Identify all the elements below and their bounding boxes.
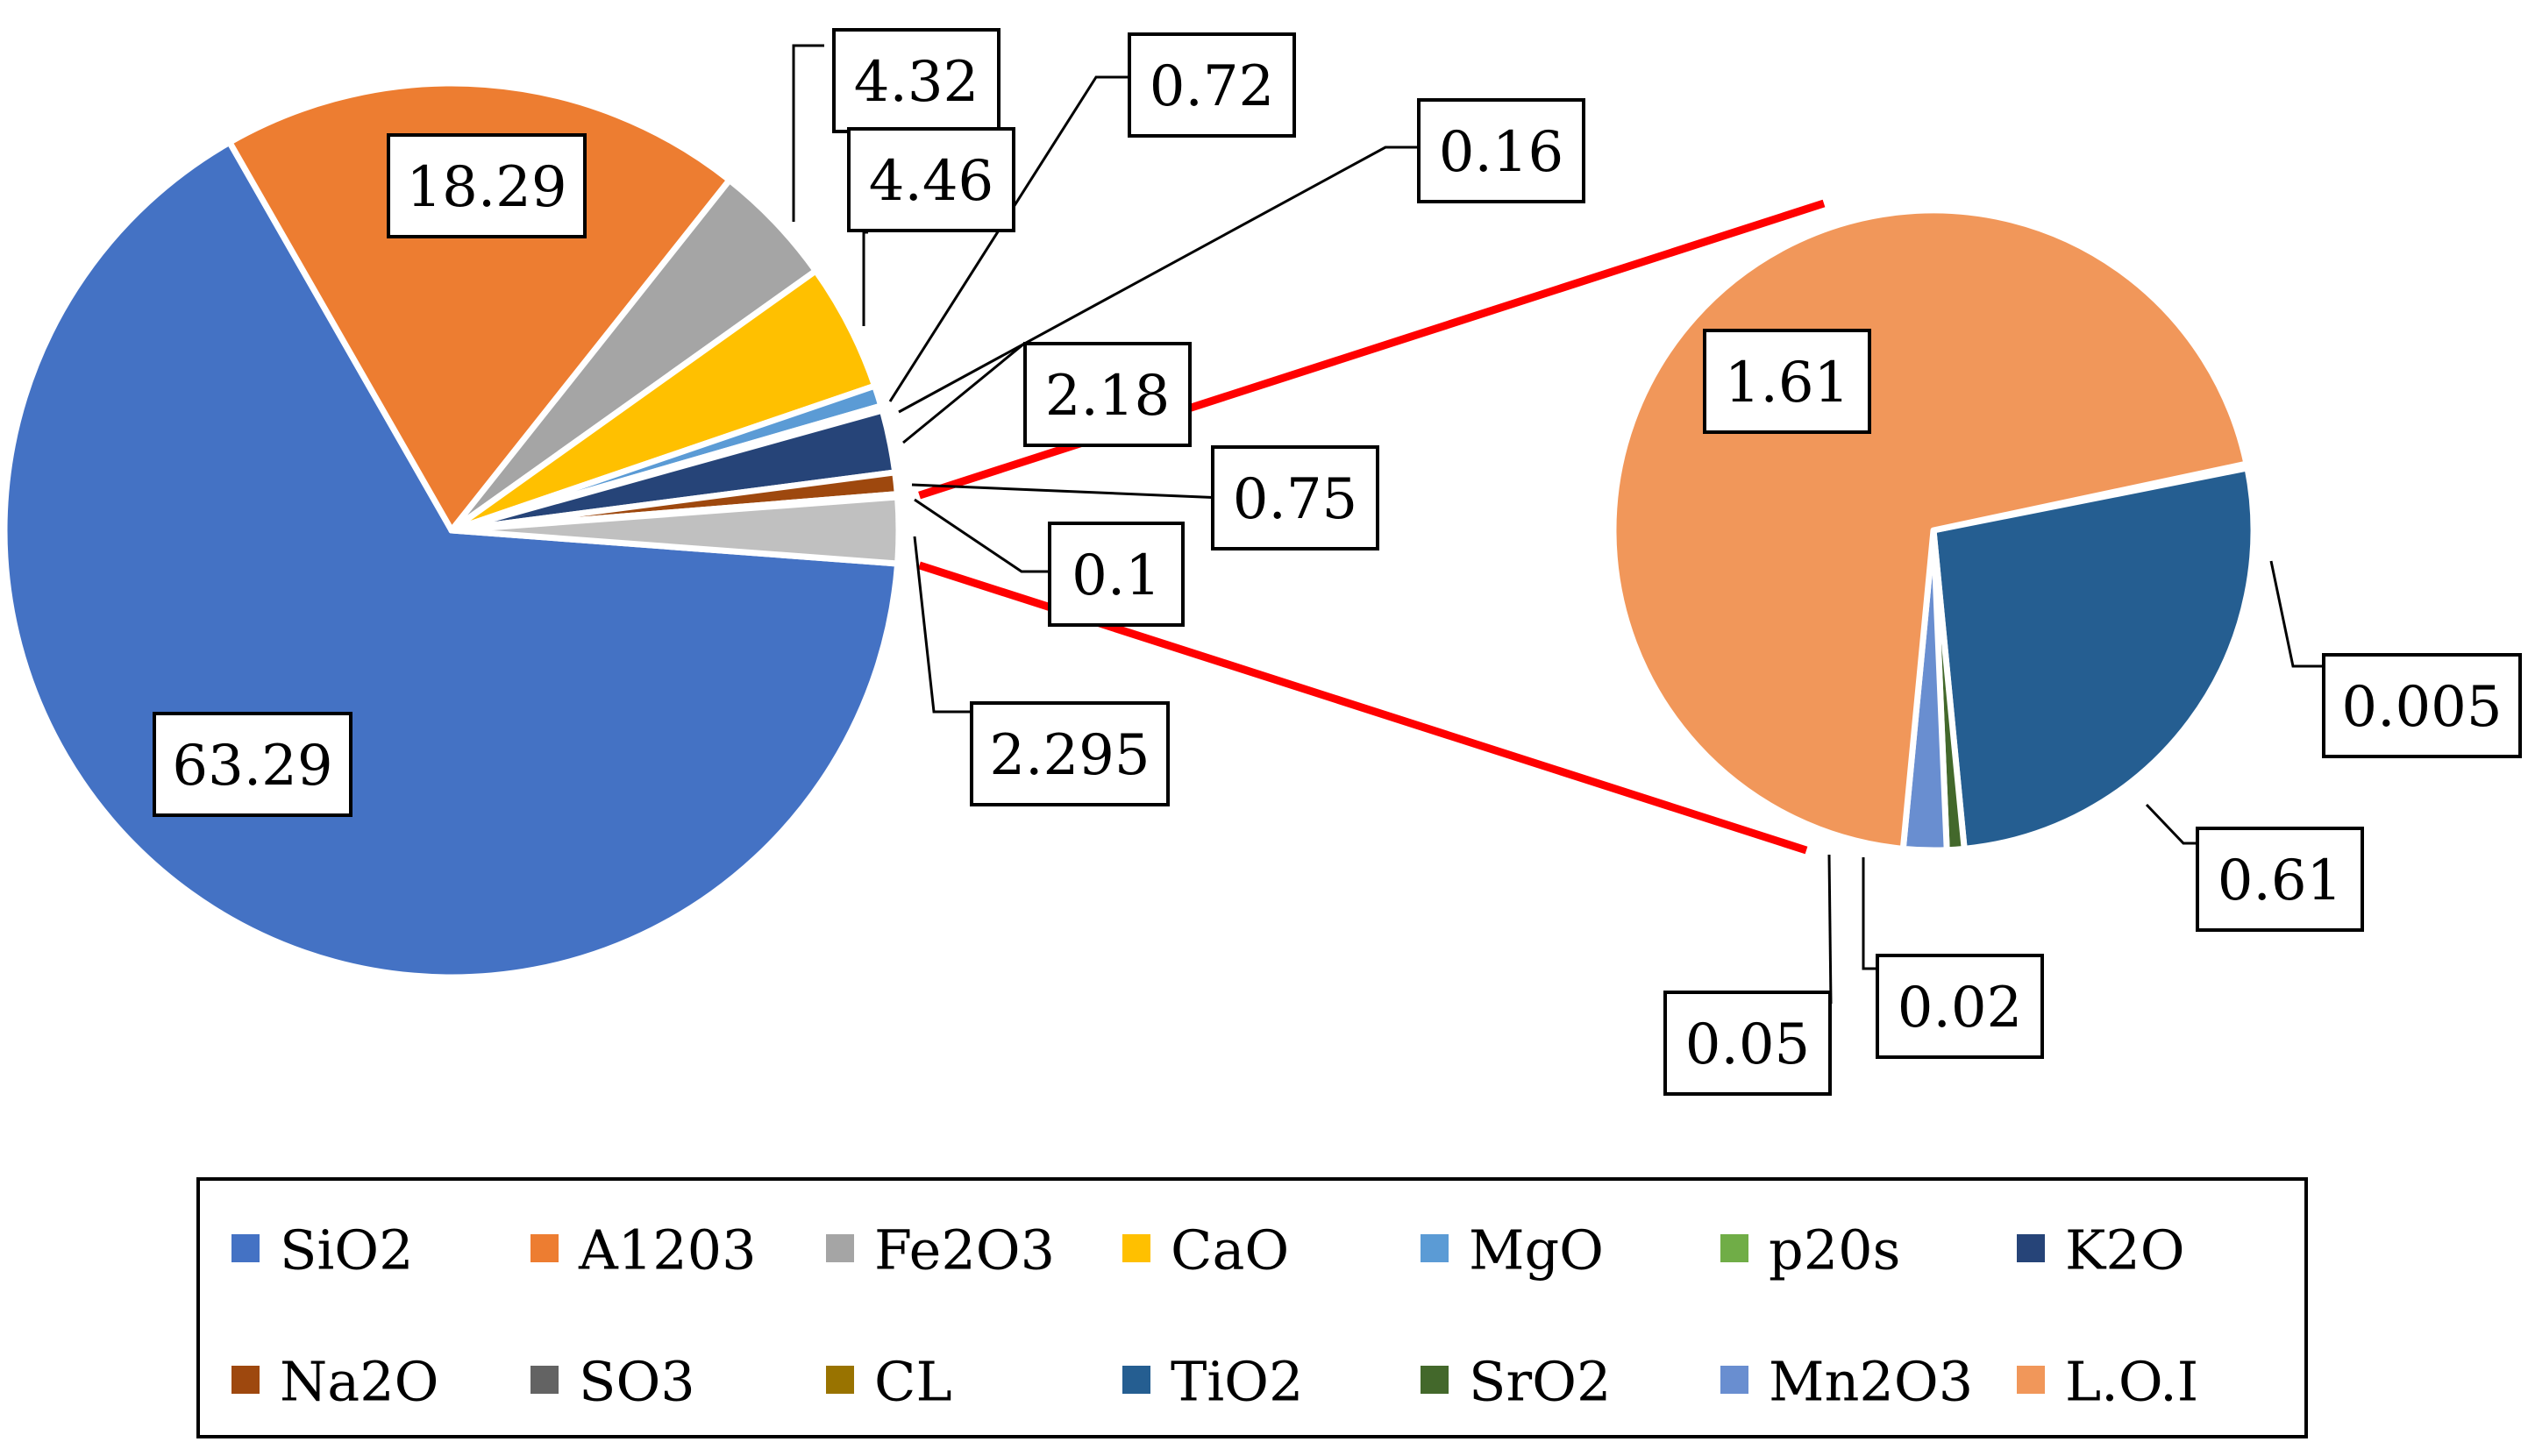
legend-swatch-l-o-i [2017,1366,2045,1394]
secondary-pie-leader-mn2o3 [1827,854,1833,1005]
secondary-pie-leader-tio2 [2145,803,2197,845]
main-pie-label-box-other [970,701,1170,806]
main-pie-label-box-cao [847,127,1015,232]
legend-entry-tio2: TiO2 [1171,1350,1303,1414]
main-pie-label-so3: 0.1 [1072,543,1161,608]
legend-entry-cao: CaO [1171,1218,1289,1282]
main-pie-label-k2o: 2.18 [1045,364,1171,429]
main-pie-label-box-a1203 [387,133,587,238]
secondary-pie-label-tio2: 0.61 [2218,849,2343,913]
legend-entry-fe2o3: Fe2O3 [874,1218,1055,1282]
legend-swatch-k2o [2017,1234,2045,1262]
secondary-pie-leader-cl [2269,560,2324,668]
secondary-pie-label-box-cl [2322,653,2522,758]
secondary-pie-label-box-tio2 [2196,827,2364,932]
secondary-pie [1610,207,2257,854]
secondary-pie-label-box-l-o-i [1703,329,1871,434]
secondary-pie-label-box-mn2o3 [1663,991,1832,1096]
legend-entry-so3: SO3 [579,1350,695,1414]
legend-swatch-tio2 [1122,1366,1150,1394]
main-pie-slice-a1203 [226,80,733,534]
legend: SiO2 A1203 Fe2O3 CaO MgO p20s K2O Na2O SO3 CL TiO2… [196,1177,2308,1438]
main-pie-label-box-na2o [1211,445,1379,550]
main-pie-label-box-k2o [1023,342,1192,447]
legend-swatch-a1203 [531,1234,559,1262]
main-pie-label-box-fe2o3 [832,28,1001,133]
secondary-pie-leader-sro2 [1862,857,1881,970]
legend-swatch-sio2 [231,1234,260,1262]
secondary-pie-label-l-o-i: 1.61 [1725,351,1850,415]
main-pie-leader-k2o [902,342,1030,444]
legend-entry-a1203: A1203 [578,1218,757,1282]
main-pie-leader-other [913,536,972,714]
legend-swatch-na2o [231,1366,260,1394]
main-pie-label-fe2o3: 4.32 [854,50,979,115]
legend-swatch-p20s [1720,1234,1748,1262]
legend-entry-p20s: p20s [1769,1218,1900,1282]
main-pie-label-mgo: 0.72 [1150,54,1275,119]
legend-swatch-cl [826,1366,854,1394]
main-pie-leader-na2o [911,483,1224,500]
main-pie-label-na2o: 0.75 [1233,467,1358,532]
legend-swatch-mgo [1421,1234,1449,1262]
legend-entry-na2o: Na2O [280,1350,439,1414]
secondary-pie-label-box-sro2 [1876,954,2044,1059]
main-pie-label-p20s: 0.16 [1439,120,1564,185]
legend-entry-k2o: K2O [2065,1218,2185,1282]
secondary-pie-slice-tio2 [1930,465,2257,852]
main-pie-label-cao: 4.46 [869,149,994,214]
main-pie [1,80,902,981]
main-pie-label-box-mgo [1128,32,1296,138]
legend-swatch-cao [1122,1234,1150,1262]
main-pie-label-box-p20s [1417,98,1585,203]
secondary-pie-label-cl: 0.005 [2341,675,2502,740]
leader-lines [792,44,2324,1005]
main-pie-label-other: 2.295 [989,723,1150,788]
main-pie-leader-cao [862,231,868,326]
legend-entry-mgo: MgO [1469,1218,1604,1282]
main-pie-label-box-so3 [1048,522,1185,627]
main-pie-leader-fe2o3 [792,44,824,222]
main-pie-leader-p20s [898,146,1425,414]
legend-swatch-so3 [531,1366,559,1394]
legend-entry-sro2: SrO2 [1469,1350,1611,1414]
legend-swatch-fe2o3 [826,1234,854,1262]
main-pie-label-box-sio2 [153,712,352,817]
legend-swatch-sro2 [1421,1366,1449,1394]
main-pie-label-sio2: 63.29 [172,734,332,799]
main-pie-label-a1203: 18.29 [406,155,566,220]
secondary-pie-label-mn2o3: 0.05 [1685,1012,1811,1077]
legend-entry-mn2o3: Mn2O3 [1769,1350,1973,1414]
main-pie-slice-other [448,494,902,567]
secondary-pie-label-sro2: 0.02 [1898,976,2023,1041]
legend-entry-cl: CL [874,1350,952,1414]
legend-entry-l-o-i: L.O.I [2065,1350,2198,1414]
legend-swatch-mn2o3 [1720,1366,1748,1394]
main-pie-leader-mgo [888,75,1136,402]
legend-entry-sio2: SiO2 [280,1218,414,1282]
data-labels: 63.29 18.29 4.32 4.46 0.72 0.16 2.18 0.75 0.1 2.2… [153,28,2522,1096]
main-pie-leader-so3 [914,498,1048,573]
